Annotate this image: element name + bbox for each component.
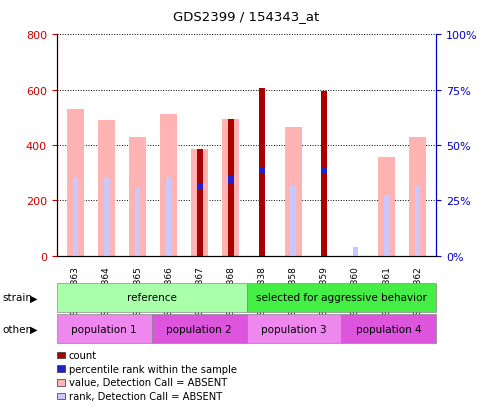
Text: population 1: population 1 [71,324,137,334]
Text: percentile rank within the sample: percentile rank within the sample [69,364,237,374]
Bar [321,92,327,256]
Bar [197,150,203,256]
Text: population 2: population 2 [166,324,232,334]
Bar [129,137,146,256]
Bar [321,169,327,175]
Text: ▶: ▶ [30,324,37,334]
Bar [290,185,296,256]
Bar [259,89,265,256]
Bar [160,115,177,256]
Bar [409,137,426,256]
Bar [72,177,78,256]
Bar [352,247,358,256]
Text: population 4: population 4 [356,324,422,334]
Bar [135,188,141,256]
Bar [98,121,115,256]
Text: population 3: population 3 [261,324,327,334]
Bar [284,128,302,256]
Bar [67,110,84,256]
Bar [228,119,234,256]
Text: other: other [2,324,31,334]
Bar [166,177,172,256]
Bar [415,187,421,256]
Bar [197,185,203,191]
Text: rank, Detection Call = ABSENT: rank, Detection Call = ABSENT [69,391,222,401]
Text: selected for aggressive behavior: selected for aggressive behavior [256,293,427,303]
Text: value, Detection Call = ABSENT: value, Detection Call = ABSENT [69,377,227,387]
Bar [191,150,209,256]
Text: strain: strain [2,293,33,303]
Text: GDS2399 / 154343_at: GDS2399 / 154343_at [174,10,319,23]
Bar [228,177,234,183]
Bar [378,158,395,256]
Bar [384,195,389,256]
Bar [104,179,109,256]
Text: reference: reference [127,293,176,303]
Bar [259,167,265,173]
Text: ▶: ▶ [30,293,37,303]
Text: count: count [69,350,97,360]
Bar [222,119,240,256]
